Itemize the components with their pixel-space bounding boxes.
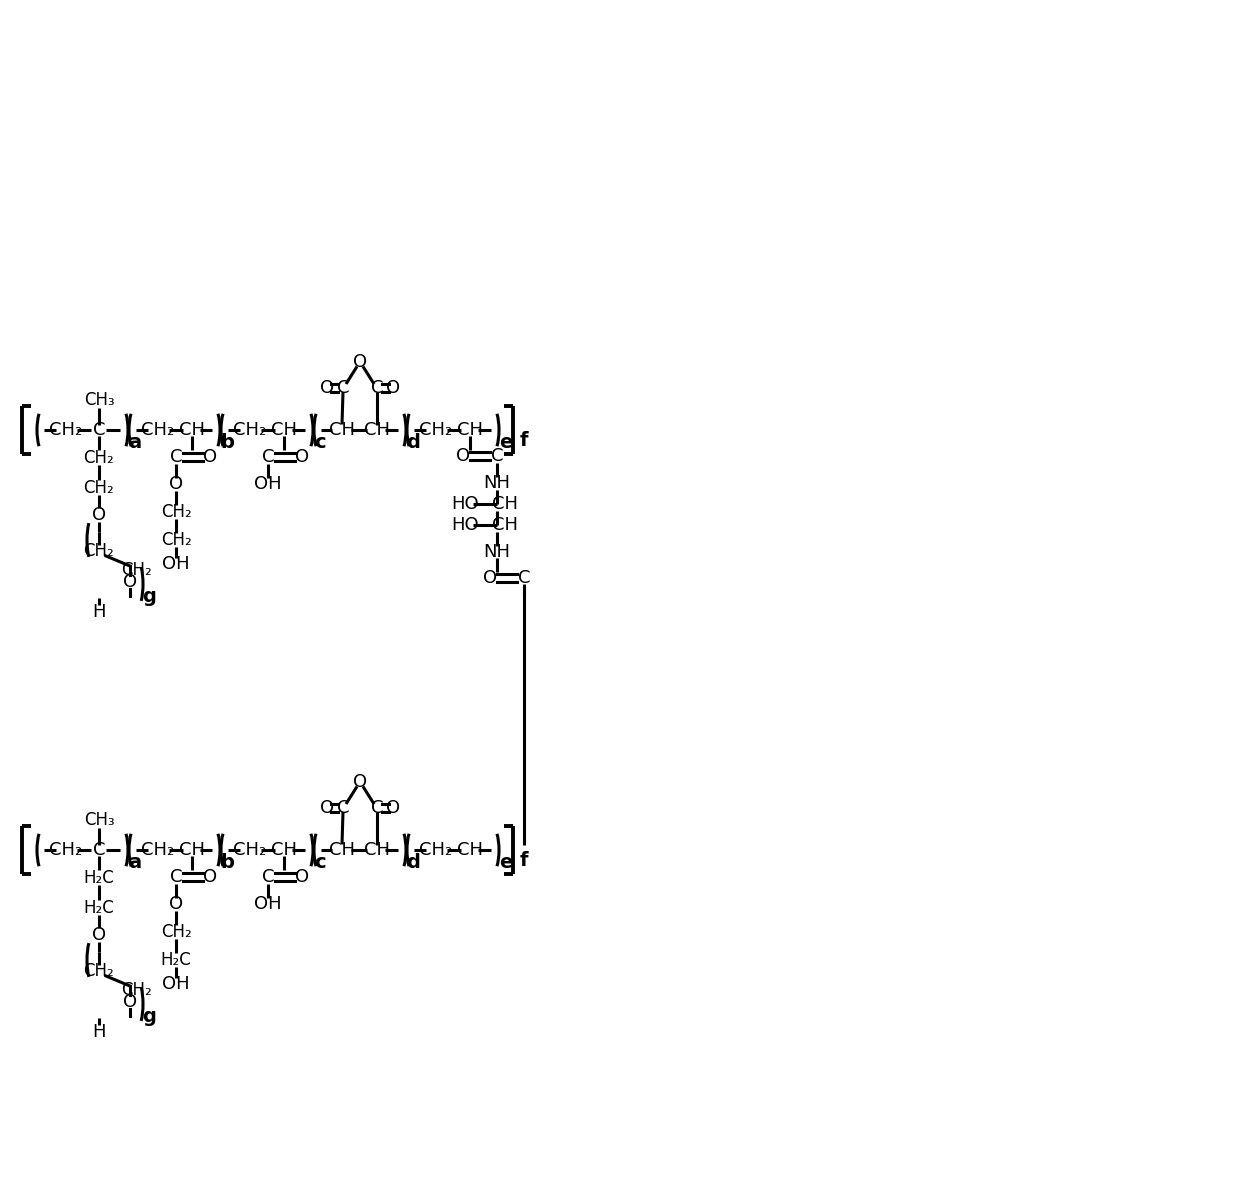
Text: O: O [456, 447, 470, 465]
Text: CH₂: CH₂ [83, 449, 114, 466]
Text: d: d [405, 852, 420, 871]
Text: c: c [314, 852, 326, 871]
Text: d: d [405, 432, 420, 451]
Text: c: c [314, 432, 326, 451]
Text: CH: CH [179, 841, 205, 859]
Text: C: C [491, 447, 503, 465]
Text: OH: OH [254, 475, 281, 493]
Text: CH: CH [272, 841, 298, 859]
Text: O: O [353, 774, 367, 791]
Text: H₂C: H₂C [161, 951, 191, 969]
Text: HO: HO [451, 516, 479, 534]
Text: C: C [371, 378, 383, 397]
Text: CH₂: CH₂ [233, 841, 267, 859]
Text: O: O [386, 378, 401, 397]
Text: CH₂: CH₂ [141, 841, 175, 859]
Text: a: a [129, 852, 141, 871]
Text: NH: NH [484, 543, 511, 560]
Text: C: C [518, 569, 531, 587]
Text: O: O [123, 574, 138, 591]
Text: H₂C: H₂C [83, 898, 114, 917]
Text: C: C [262, 868, 274, 887]
Text: C: C [93, 421, 105, 439]
Text: CH₂: CH₂ [233, 421, 267, 439]
Text: C: C [170, 868, 182, 887]
Text: C: C [371, 798, 383, 818]
Text: C: C [262, 447, 274, 466]
Text: CH: CH [365, 421, 391, 439]
Text: CH₂: CH₂ [50, 841, 83, 859]
Text: f: f [520, 851, 528, 870]
Text: O: O [92, 926, 107, 944]
Text: CH₃: CH₃ [83, 392, 114, 409]
Text: e: e [500, 432, 512, 451]
Text: CH: CH [179, 421, 205, 439]
Text: O: O [295, 447, 309, 466]
Text: CH₂: CH₂ [122, 560, 153, 580]
Text: OH: OH [162, 555, 190, 574]
Text: CH₂: CH₂ [83, 480, 114, 497]
Text: OH: OH [254, 895, 281, 913]
Text: CH: CH [329, 841, 355, 859]
Text: CH₂: CH₂ [141, 421, 175, 439]
Text: O: O [92, 506, 107, 524]
Text: CH: CH [492, 495, 518, 513]
Text: C: C [337, 378, 350, 397]
Text: O: O [203, 868, 217, 887]
Text: CH₂: CH₂ [50, 421, 83, 439]
Text: NH: NH [484, 474, 511, 491]
Text: CH₃: CH₃ [83, 812, 114, 829]
Text: H: H [92, 603, 105, 621]
Text: CH₂: CH₂ [83, 541, 114, 560]
Text: O: O [320, 378, 334, 397]
Text: CH₂: CH₂ [161, 531, 191, 549]
Text: CH₂: CH₂ [419, 841, 453, 859]
Text: H₂C: H₂C [83, 869, 114, 887]
Text: C: C [170, 447, 182, 466]
Text: g: g [143, 587, 156, 606]
Text: g: g [143, 1007, 156, 1026]
Text: CH: CH [365, 841, 391, 859]
Text: O: O [320, 798, 334, 818]
Text: b: b [219, 432, 234, 451]
Text: HO: HO [451, 495, 479, 513]
Text: a: a [129, 432, 141, 451]
Text: O: O [353, 353, 367, 371]
Text: e: e [500, 852, 512, 871]
Text: O: O [123, 992, 138, 1011]
Text: O: O [295, 868, 309, 887]
Text: O: O [482, 569, 497, 587]
Text: CH: CH [458, 841, 484, 859]
Text: CH₂: CH₂ [83, 962, 114, 981]
Text: CH: CH [272, 421, 298, 439]
Text: CH: CH [458, 421, 484, 439]
Text: f: f [520, 431, 528, 450]
Text: CH: CH [492, 516, 518, 534]
Text: b: b [219, 852, 234, 871]
Text: O: O [169, 895, 184, 913]
Text: CH₂: CH₂ [161, 503, 191, 521]
Text: C: C [93, 841, 105, 859]
Text: O: O [386, 798, 401, 818]
Text: CH₂: CH₂ [161, 923, 191, 941]
Text: C: C [337, 798, 350, 818]
Text: CH₂: CH₂ [419, 421, 453, 439]
Text: H: H [92, 1023, 105, 1041]
Text: O: O [203, 447, 217, 466]
Text: CH₂: CH₂ [122, 981, 153, 998]
Text: OH: OH [162, 975, 190, 992]
Text: O: O [169, 475, 184, 493]
Text: CH: CH [329, 421, 355, 439]
